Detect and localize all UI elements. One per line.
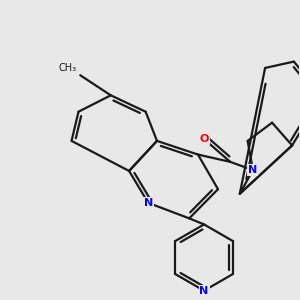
Text: N: N: [144, 198, 153, 208]
Text: CH₃: CH₃: [58, 63, 77, 73]
Text: O: O: [200, 134, 209, 144]
Text: N: N: [248, 165, 257, 175]
Text: N: N: [200, 286, 209, 296]
